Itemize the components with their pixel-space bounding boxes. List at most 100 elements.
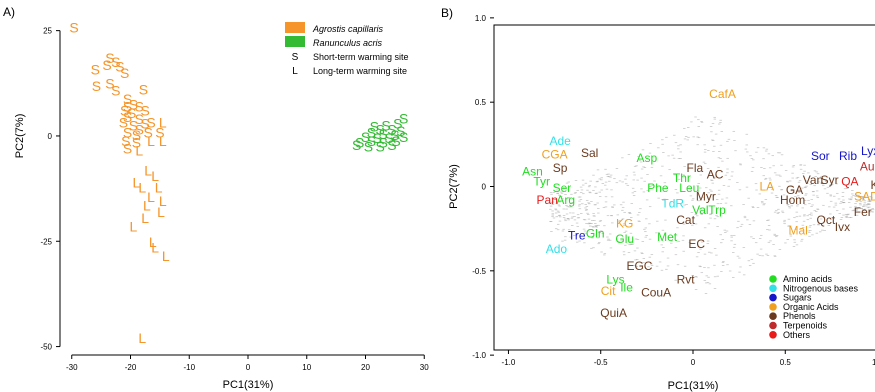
b-cloud-dot — [747, 260, 751, 262]
b-metabolite-label: Trp — [708, 203, 726, 217]
b-cloud-dot — [591, 236, 595, 238]
b-cloud-dot — [818, 223, 821, 225]
b-cloud-dot — [572, 212, 575, 214]
b-cloud-dot — [766, 229, 769, 231]
b-cloud-dot — [700, 121, 703, 122]
b-cloud-dot — [865, 205, 868, 207]
a-legend-label: Long-term warming site — [313, 66, 407, 76]
b-cloud-dot — [763, 168, 766, 169]
b-cloud-dot — [603, 225, 606, 227]
b-cloud-dot — [661, 143, 664, 145]
b-cloud-dot — [561, 230, 565, 232]
b-cloud-dot — [716, 226, 719, 227]
b-y-axis-title: PC2(7%) — [448, 164, 460, 209]
b-cloud-dot — [788, 225, 791, 227]
b-cloud-dot — [628, 212, 632, 213]
b-cloud-dot — [863, 210, 866, 212]
b-cloud-dot — [679, 199, 683, 201]
b-cloud-dot — [571, 216, 574, 218]
b-cloud-dot — [635, 266, 639, 267]
b-cloud-dot — [803, 186, 807, 188]
b-cloud-dot — [650, 166, 654, 168]
b-cloud-dot — [717, 166, 720, 168]
b-cloud-dot — [712, 176, 716, 178]
b-cloud-dot — [580, 189, 584, 191]
b-cloud-dot — [789, 186, 793, 187]
b-cloud-dot — [553, 198, 556, 200]
b-cloud-dot — [822, 204, 825, 206]
b-cloud-dot — [640, 188, 643, 190]
b-cloud-dot — [705, 275, 708, 277]
b-cloud-dot — [558, 214, 562, 216]
b-cloud-dot — [694, 214, 698, 215]
b-cloud-dot — [587, 186, 591, 188]
b-cloud-dot — [578, 240, 581, 242]
b-metabolite-label: GA — [786, 183, 803, 197]
b-cloud-dot — [565, 208, 568, 210]
b-cloud-dot — [859, 204, 862, 206]
b-cloud-dot — [609, 247, 613, 249]
b-metabolite-label: Rib — [839, 149, 857, 163]
b-cloud-dot — [783, 221, 786, 223]
b-cloud-dot — [674, 142, 678, 144]
b-metabolite-label: Cat — [676, 213, 695, 227]
b-cloud-dot — [755, 189, 758, 191]
b-cloud-dot — [796, 195, 800, 197]
b-cloud-dot — [829, 195, 833, 197]
b-cloud-dot — [785, 198, 788, 200]
b-cloud-dot — [608, 239, 612, 241]
b-cloud-dot — [628, 244, 631, 246]
b-cloud-dot — [665, 268, 668, 270]
b-cloud-dot — [707, 267, 710, 269]
b-cloud-dot — [623, 231, 626, 233]
b-cloud-dot — [854, 208, 858, 209]
b-cloud-dot — [870, 211, 873, 213]
b-cloud-dot — [859, 196, 863, 197]
b-cloud-dot — [738, 271, 741, 273]
b-cloud-dot — [713, 145, 716, 147]
b-cloud-dot — [826, 186, 830, 188]
b-cloud-dot — [625, 175, 628, 177]
b-cloud-dot — [724, 174, 728, 176]
b-cloud-dot — [567, 197, 570, 199]
b-cloud-dot — [581, 203, 584, 205]
a-data-point: L — [159, 133, 167, 149]
b-metabolite-label: Syr — [821, 173, 839, 187]
b-x-axis-title: PC1(31%) — [668, 380, 719, 392]
b-cloud-dot — [797, 191, 801, 193]
b-cloud-dot — [710, 131, 713, 133]
b-cloud-dot — [603, 184, 607, 186]
b-cloud-dot — [765, 253, 768, 255]
b-cloud-dot — [861, 196, 865, 198]
b-cloud-dot — [580, 213, 583, 214]
b-cloud-dot — [795, 177, 799, 179]
b-cloud-dot — [758, 254, 762, 256]
b-cloud-dot — [839, 202, 842, 204]
b-cloud-dot — [726, 157, 729, 159]
b-cloud-dot — [709, 126, 713, 127]
b-cloud-dot — [639, 161, 643, 163]
b-cloud-dot — [551, 197, 554, 199]
b-cloud-dot — [746, 219, 749, 221]
b-legend-dot — [769, 331, 777, 339]
b-cloud-dot — [794, 196, 797, 197]
b-cloud-dot — [703, 144, 706, 146]
b-cloud-dot — [775, 196, 778, 198]
b-cloud-dot — [633, 250, 637, 252]
b-cloud-dot — [551, 216, 554, 218]
b-cloud-dot — [791, 177, 794, 179]
b-cloud-dot — [700, 214, 704, 216]
b-cloud-dot — [633, 264, 637, 266]
b-cloud-dot — [567, 229, 571, 231]
b-cloud-dot — [707, 223, 711, 225]
b-cloud-dot — [823, 216, 826, 218]
b-cloud-dot — [854, 205, 857, 207]
b-metabolite-label: Asn — [522, 164, 543, 178]
b-cloud-dot — [551, 214, 555, 216]
b-cloud-dot — [810, 214, 813, 216]
b-cloud-dot — [697, 200, 701, 202]
b-cloud-dot — [842, 208, 845, 210]
a-legend-swatch — [285, 22, 305, 33]
b-cloud-dot — [617, 240, 620, 242]
a-data-point: S — [390, 127, 399, 143]
